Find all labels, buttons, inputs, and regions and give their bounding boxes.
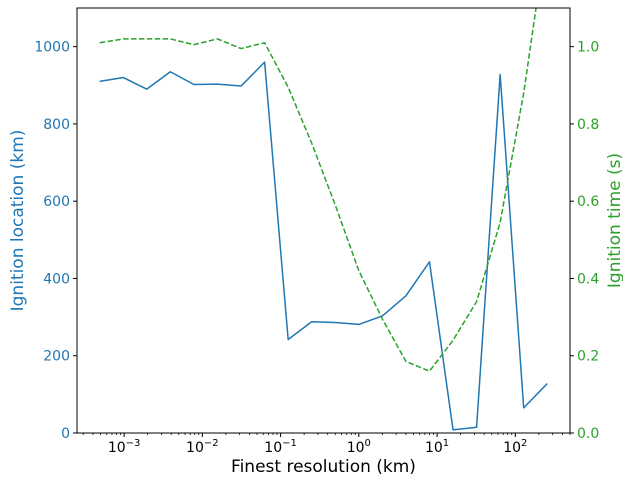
y-left-tick-label: 800 (43, 117, 70, 133)
x-tick-label: 10−2 (186, 438, 219, 456)
x-tick-label: 102 (503, 438, 527, 456)
x-tick-label: 100 (347, 438, 371, 456)
x-tick-label: 10−3 (108, 438, 141, 456)
plot-frame (76, 7, 571, 434)
x-axis-title: Finest resolution (km) (231, 457, 416, 477)
x-tick-label: 101 (425, 438, 449, 456)
x-tick-label: 10−1 (264, 438, 297, 456)
y-right-tick-label: 0.6 (577, 194, 599, 210)
y-left-tick-label: 400 (43, 271, 70, 287)
y-right-tick-label: 0.2 (577, 349, 599, 365)
ignition-time-series-line (99, 8, 537, 372)
y-left-tick-label: 0 (61, 426, 70, 442)
y-right-tick-label: 0.4 (577, 271, 599, 287)
y-right-axis-title: Ignition time (s) (605, 153, 623, 288)
y-right-tick-label: 0.8 (577, 117, 599, 133)
ignition-location-series-line (99, 61, 548, 431)
y-left-tick-label: 600 (43, 194, 70, 210)
y-right-tick-label: 0.0 (577, 426, 599, 442)
y-left-axis-title: Ignition location (km) (8, 130, 28, 312)
y-left-tick-label: 1000 (34, 40, 70, 56)
y-left-tick-label: 200 (43, 349, 70, 365)
y-right-tick-label: 1.0 (577, 40, 599, 56)
